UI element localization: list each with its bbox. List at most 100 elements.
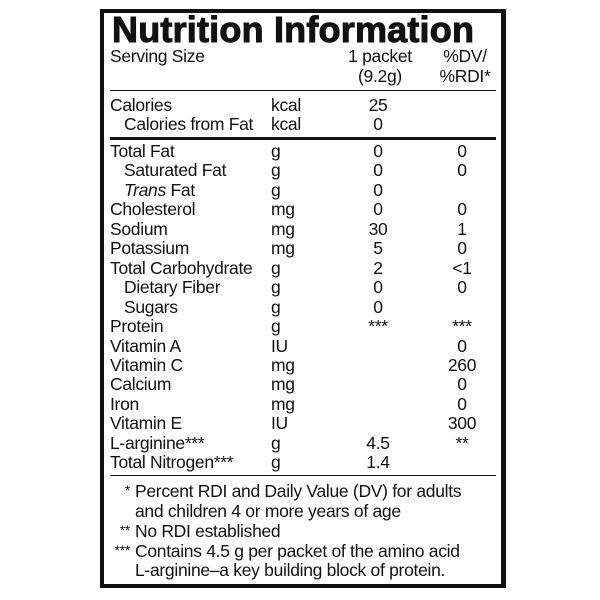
- nutrient-row: Trans Fat g 0: [0, 180, 600, 200]
- nutrient-amount: 4.5: [366, 432, 390, 453]
- nutrient-amount: 25: [368, 95, 388, 115]
- nutrient-name: Trans Fat: [124, 180, 195, 200]
- nutrient-name: Cholesterol: [110, 199, 196, 220]
- nutrient-unit: g: [271, 257, 281, 278]
- nutrient-name: Potassium: [110, 238, 189, 258]
- nutrient-row: Calories kcal 25: [0, 95, 600, 115]
- nutrient-row: Sugars g 0: [0, 297, 600, 317]
- nutrient-name-text: Total Nitrogen***: [110, 452, 234, 473]
- nutrient-name: Iron: [110, 394, 139, 414]
- nutrient-name: Protein: [110, 316, 164, 337]
- nutrient-name: Dietary Fiber: [124, 277, 221, 298]
- nutrient-row: Protein g *** ***: [0, 316, 600, 336]
- nutrient-amount: 0: [373, 277, 383, 298]
- nutrient-unit: IU: [271, 335, 288, 356]
- nutrient-unit: g: [271, 432, 281, 453]
- nutrient-row: Vitamin C mg 260: [0, 355, 600, 375]
- nutrient-name: Sugars: [124, 297, 178, 317]
- nutrient-row: Potassium mg 5 0: [0, 238, 600, 258]
- nutrient-dv: 1: [457, 218, 467, 239]
- nutrient-name-suffix: Fat: [165, 179, 195, 200]
- dv-header-line2: %RDI*: [439, 66, 491, 86]
- nutrient-unit: kcal: [271, 114, 301, 135]
- footnote: ** No RDI established: [120, 520, 281, 542]
- nutrient-amount: 0: [373, 114, 383, 135]
- nutrient-dv: 0: [457, 238, 467, 259]
- nutrient-row: Sodium mg 30 1: [0, 219, 600, 239]
- nutrient-unit: IU: [271, 413, 288, 434]
- nutrient-name: Total Carbohydrate: [110, 257, 253, 278]
- footnote-line: No RDI established: [135, 520, 281, 541]
- nutrient-row: Total Carbohydrate g 2 <1: [0, 258, 600, 278]
- nutrient-dv: 0: [457, 277, 467, 298]
- nutrient-unit: g: [271, 277, 281, 298]
- serving-size-line2: (9.2g): [358, 66, 402, 86]
- footnote: *** Contains 4.5 g per packet of the amin…: [115, 540, 460, 581]
- nutrient-row: Vitamin A IU 0: [0, 336, 600, 356]
- nutrient-unit: mg: [271, 199, 295, 220]
- nutrient-unit: mg: [271, 374, 295, 395]
- nutrient-amount: 1.4: [366, 452, 390, 473]
- nutrient-unit: g: [271, 179, 281, 200]
- nutrient-name-text: Dietary Fiber: [124, 277, 221, 298]
- nutrition-label-border: [100, 9, 506, 588]
- nutrient-name: Calories from Fat: [124, 114, 253, 134]
- nutrient-amount: 0: [373, 160, 383, 181]
- nutrient-dv: 0: [457, 160, 467, 181]
- nutrient-row: Saturated Fat g 0 0: [0, 160, 600, 180]
- nutrient-name-text: Iron: [110, 393, 139, 414]
- nutrient-name-text: Cholesterol: [110, 199, 196, 220]
- nutrient-name: Vitamin C: [110, 355, 183, 375]
- nutrient-dv: 300: [447, 413, 477, 434]
- nutrient-name: Calcium: [110, 374, 171, 394]
- serving-size-line1: 1 packet: [348, 46, 412, 66]
- nutrient-dv: **: [455, 432, 469, 453]
- nutrient-row: Dietary Fiber g 0 0: [0, 277, 600, 297]
- nutrient-name-text: Calcium: [110, 374, 172, 395]
- nutrient-amount: 0: [373, 199, 383, 220]
- footnote-mark: **: [119, 521, 131, 538]
- nutrient-row: Calcium mg 0: [0, 374, 600, 394]
- nutrient-name-text: Total Carbohydrate: [110, 257, 253, 278]
- nutrient-name-text: Potassium: [110, 238, 189, 259]
- label-title: Nutrition Information: [111, 9, 475, 50]
- nutrient-row: Total Nitrogen*** g 1.4: [0, 452, 600, 472]
- nutrient-amount: 0: [373, 141, 383, 161]
- nutrient-unit: g: [271, 296, 281, 317]
- footnote: * Percent RDI and Daily Value (DV) for ad…: [125, 481, 462, 521]
- footnote-line: and children 4 or more years of age: [135, 500, 401, 521]
- nutrient-dv: 0: [457, 141, 467, 161]
- nutrient-name: Sodium: [110, 219, 168, 239]
- nutrient-dv: 0: [457, 393, 467, 414]
- nutrient-amount: 0: [373, 296, 383, 317]
- footnote-line: Percent RDI and Daily Value (DV) for adu…: [135, 481, 462, 501]
- footnote-line: L-arginine–a key building block of prote…: [135, 560, 446, 581]
- nutrient-name-text: L-arginine***: [110, 432, 205, 453]
- nutrient-row: Calories from Fat kcal 0: [0, 114, 600, 134]
- nutrient-dv: <1: [452, 257, 472, 278]
- nutrient-unit: mg: [271, 354, 295, 375]
- nutrient-amount: ***: [368, 316, 388, 337]
- nutrient-row: Iron mg 0: [0, 394, 600, 414]
- footnote-mark: ***: [114, 541, 131, 558]
- footnote-line: Contains 4.5 g per packet of the amino a…: [135, 540, 460, 561]
- nutrient-name-text: Sodium: [110, 218, 168, 239]
- nutrient-dv: 0: [457, 199, 467, 220]
- nutrient-row: L-arginine*** g 4.5 **: [0, 433, 600, 453]
- nutrient-name: Total Fat: [110, 141, 175, 161]
- header-divider: [110, 90, 496, 91]
- nutrient-amount: 5: [373, 238, 383, 259]
- nutrient-dv: 0: [457, 335, 467, 356]
- nutrient-unit: g: [271, 141, 281, 161]
- nutrient-name-text: Protein: [110, 316, 164, 337]
- nutrient-name-text: Vitamin A: [110, 335, 181, 356]
- nutrient-name: Calories: [110, 95, 172, 115]
- nutrient-name-text: Trans: [124, 179, 166, 200]
- nutrient-row: Cholesterol mg 0 0: [0, 199, 600, 219]
- nutrient-name-text: Calories: [110, 95, 172, 115]
- nutrient-unit: mg: [271, 218, 295, 239]
- footnote-mark: *: [124, 482, 130, 498]
- section-divider: [110, 137, 496, 140]
- nutrient-name-text: Total Fat: [110, 141, 175, 161]
- serving-size-label: Serving Size: [110, 46, 205, 66]
